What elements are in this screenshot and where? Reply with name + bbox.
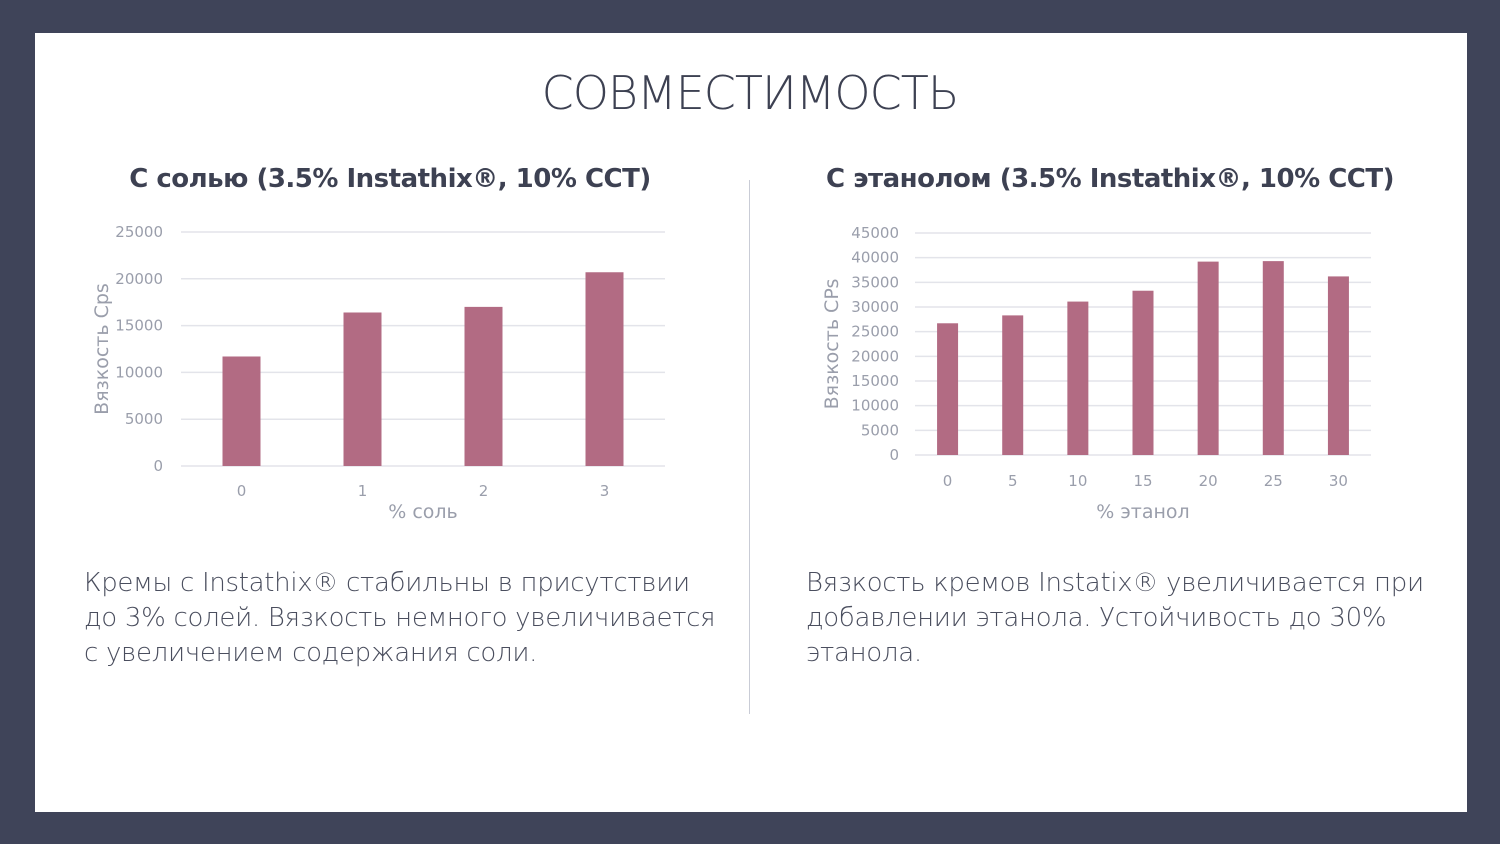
bar — [343, 312, 382, 466]
y-tick-label: 0 — [889, 446, 899, 464]
y-tick-label: 40000 — [851, 249, 899, 267]
bar — [1067, 301, 1089, 455]
bar — [464, 306, 503, 466]
bar — [1197, 261, 1219, 455]
y-tick-label: 0 — [153, 457, 163, 475]
bar — [1262, 261, 1284, 455]
x-tick-label: 20 — [1199, 472, 1218, 490]
y-tick-label: 45000 — [851, 224, 899, 242]
slide — [35, 33, 1467, 812]
left-chart-title: С солью (3.5% Instathix®, 10% CCT) — [129, 164, 651, 194]
y-axis-label: Вязкость Cps — [91, 283, 113, 415]
y-tick-label: 5000 — [861, 421, 899, 439]
bar — [937, 323, 959, 455]
x-tick-label: 15 — [1133, 472, 1152, 490]
left-description: Кремы с Instathix® стабильны в присутств… — [84, 568, 716, 668]
y-tick-label: 15000 — [115, 317, 163, 335]
y-tick-label: 5000 — [125, 410, 163, 428]
bar — [585, 272, 624, 466]
y-tick-label: 10000 — [851, 397, 899, 415]
x-axis-label: % соль — [388, 501, 458, 523]
x-tick-label: 5 — [1008, 472, 1018, 490]
x-tick-label: 0 — [237, 482, 247, 500]
right-chart-title: С этанолом (3.5% Instathix®, 10% CCT) — [826, 164, 1395, 194]
x-tick-label: 25 — [1264, 472, 1283, 490]
y-axis-label: Вязкость CPs — [821, 279, 843, 410]
y-tick-label: 35000 — [851, 273, 899, 291]
slide-title: СОВМЕСТИМОСТЬ — [541, 66, 960, 120]
x-tick-label: 3 — [600, 482, 610, 500]
bar — [222, 356, 261, 466]
y-tick-label: 10000 — [115, 363, 163, 381]
y-tick-label: 15000 — [851, 372, 899, 390]
y-tick-label: 25000 — [851, 323, 899, 341]
bar — [1132, 290, 1154, 455]
y-tick-label: 25000 — [115, 223, 163, 241]
divider — [749, 180, 750, 714]
x-tick-label: 10 — [1068, 472, 1087, 490]
y-tick-label: 30000 — [851, 298, 899, 316]
x-tick-label: 30 — [1329, 472, 1348, 490]
x-tick-label: 2 — [479, 482, 489, 500]
x-tick-label: 1 — [358, 482, 368, 500]
right-description: Вязкость кремов Instatix® увеличивается … — [806, 568, 1424, 668]
y-tick-label: 20000 — [851, 347, 899, 365]
bar — [1327, 276, 1349, 455]
y-tick-label: 20000 — [115, 270, 163, 288]
x-tick-label: 0 — [943, 472, 953, 490]
x-axis-label: % этанол — [1096, 501, 1189, 523]
bar — [1002, 315, 1024, 455]
